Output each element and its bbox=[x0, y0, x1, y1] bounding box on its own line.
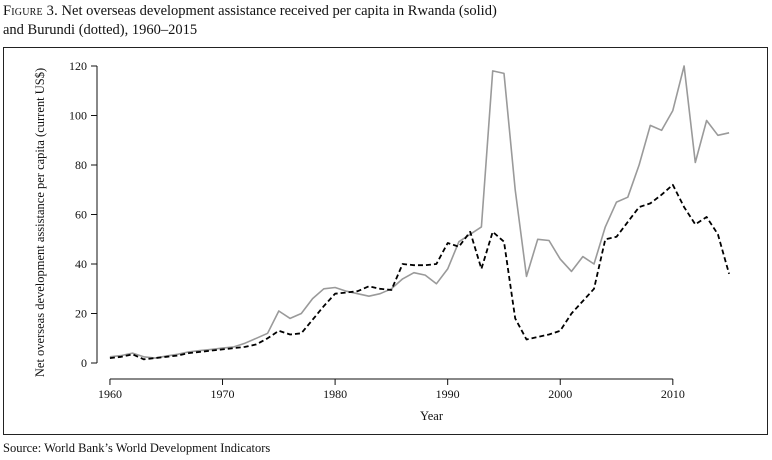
source-note: Source: World Bank’s World Development I… bbox=[3, 441, 271, 455]
caption-line-1: Net overseas development assistance rece… bbox=[61, 3, 497, 19]
y-tick-label: 80 bbox=[75, 158, 87, 172]
x-tick-label: 1980 bbox=[323, 387, 347, 401]
chart-marks bbox=[109, 65, 730, 361]
x-tick-label: 2010 bbox=[661, 387, 685, 401]
chart-axes: 0 20 40 60 80 100 120 1960 1970 1980 1990 2000 2010 bbox=[69, 59, 685, 401]
series-line-dashed bbox=[109, 183, 730, 361]
series-line-solid bbox=[109, 65, 730, 359]
x-tick-label: 1960 bbox=[98, 387, 122, 401]
y-tick-label: 60 bbox=[75, 208, 87, 222]
y-axis-title: Net overseas development assistance per … bbox=[33, 68, 47, 377]
x-axis-title: Year bbox=[420, 409, 444, 423]
figure-number: Figure 3. bbox=[3, 3, 58, 19]
x-tick-label: 2000 bbox=[548, 387, 572, 401]
y-tick-label: 40 bbox=[75, 257, 87, 271]
y-tick-label: 0 bbox=[81, 356, 87, 370]
x-tick-label: 1970 bbox=[211, 387, 235, 401]
x-tick-label: 1990 bbox=[436, 387, 460, 401]
figure-caption: Figure 3. Net overseas development assis… bbox=[3, 2, 763, 40]
y-tick-label: 100 bbox=[69, 109, 87, 123]
caption-line-2: and Burundi (dotted), 1960–2015 bbox=[3, 22, 198, 38]
y-tick-label: 120 bbox=[69, 59, 87, 73]
chart-frame bbox=[3, 47, 768, 435]
y-tick-label: 20 bbox=[75, 307, 87, 321]
